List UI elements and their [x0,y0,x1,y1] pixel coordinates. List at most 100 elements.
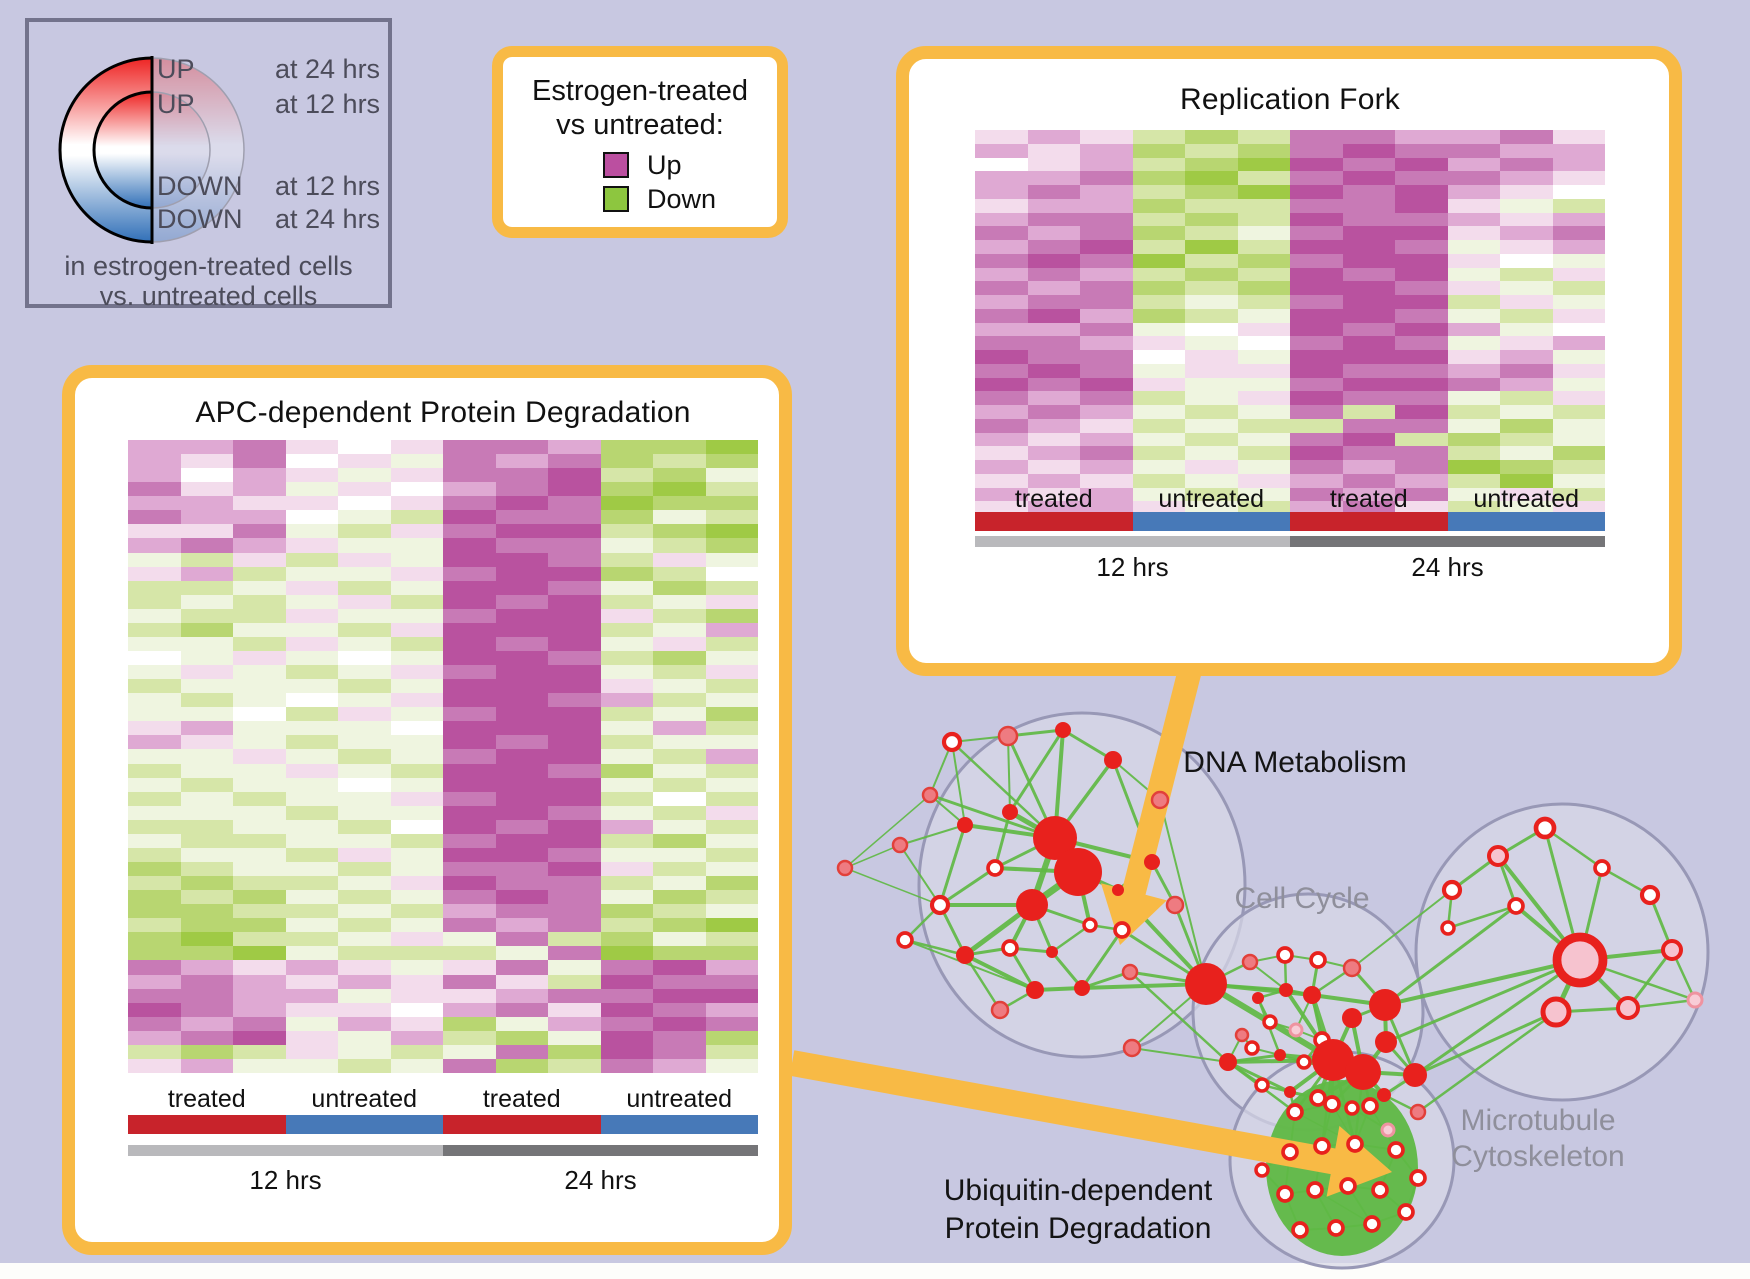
network-node-palepink [1288,1022,1304,1038]
rf-group-labels: treated untreated treated untreated [975,485,1605,515]
rf-group-treated-12: treated [1014,485,1093,513]
down-12-time: at 12 hrs [275,171,381,201]
rf-condition-bar [975,512,1605,531]
rf-group-untreated-24: untreated [1473,485,1580,513]
updown-legend-circle [58,56,245,244]
replication-fork-panel: Replication Fork treated untreated treat… [896,46,1682,676]
network-edge [1007,735,1011,813]
network-node-ring [1507,897,1525,915]
network-node-ring [929,894,951,916]
network-node-salmon [1234,1027,1250,1043]
network-node-ring [1244,1040,1260,1056]
network-edge [1080,928,1124,990]
apc-title: APC-dependent Protein Degradation [195,396,691,429]
network-node-salmon [1241,953,1259,971]
up-swatch [603,152,629,178]
network-node-ring [1309,951,1327,969]
network-node-salmon [891,836,909,854]
network-edge [1351,889,1453,969]
network-node-solid [1055,722,1071,738]
rf-group-untreated-12: untreated [1158,485,1265,513]
network-node-solid [1002,804,1018,820]
network-node-solid [1342,1008,1362,1028]
network-edge [1384,958,1582,1044]
network-node-ring [1533,816,1557,840]
network-label-dna-metabolism: DNA Metabolism [1183,746,1406,779]
network-edge [963,953,1002,1012]
network-node-ring [1309,1089,1327,1107]
network-edge [938,866,997,907]
bottom-strip [0,1263,1750,1279]
legend-caption-line2: vs. untreated cells [99,281,318,311]
network-node-ring [1082,917,1098,933]
replication-fork-title: Replication Fork [1180,83,1400,116]
rf-time-labels: 12 hrs 24 hrs [975,552,1605,586]
network-node-solid [1284,1086,1296,1098]
network-node-ring [1001,939,1019,957]
network-node-ring [1306,1181,1324,1199]
network-edge [1543,826,1604,870]
network-node-ring [1441,879,1463,901]
network-node-ring [1296,1054,1312,1070]
network-node-ring [941,731,963,753]
network-node-ringpink [1540,996,1572,1028]
apc-time-24hrs: 24 hrs [564,1165,637,1195]
network-edge [938,823,967,907]
apc-heatmap [128,440,758,1073]
network-edge [899,824,966,846]
network-node-salmon [1121,963,1139,981]
network-node-ringpink [1616,996,1640,1020]
network-edge [993,810,1012,870]
network-node-solid [1185,963,1227,1005]
network-edge [844,794,931,869]
network-edge [950,740,1057,840]
up-24-time: at 24 hrs [275,54,381,84]
network-node-ring [1409,1169,1427,1187]
network-node-solid [1279,983,1293,997]
up-12-label: UP [157,89,195,119]
up-12-time: at 12 hrs [275,89,381,119]
down-12-label: DOWN [157,171,243,201]
network-node-solid [1144,854,1160,870]
network-node-ring [1113,921,1131,939]
network-node-solid [1104,751,1122,769]
network-edge [928,793,1057,840]
network-node-salmon [1122,1038,1142,1058]
network-node-solid [956,946,974,964]
network-node-ring [1327,1219,1345,1237]
network-node-solid [1375,1031,1397,1053]
network-node-palepink [1686,991,1704,1009]
network-label-ubiquitin-line1: Ubiquitin-dependent [944,1174,1213,1207]
down-24-label: DOWN [157,204,243,234]
network-edge [1226,1060,1292,1094]
network-node-ring [1276,946,1294,964]
network-node-ring [1361,1097,1379,1115]
network-node-ring [1323,1095,1341,1113]
apc-group-untreated-24: untreated [626,1085,733,1113]
network-node-ring [1254,1162,1270,1178]
estrogen-legend-box: Estrogen-treated vs untreated: Up Down [492,46,788,238]
network-node-salmon [1409,1103,1427,1121]
apc-time-bar [128,1145,758,1156]
network-node-ring [1371,1181,1389,1199]
network-node-salmon [990,1000,1010,1020]
network-node-ring [1440,920,1456,936]
network-node-ring [1286,1103,1304,1121]
network-node-ring [1281,1143,1299,1161]
down-swatch [603,186,629,212]
legend-caption-line1: in estrogen-treated cells [64,251,353,281]
network-edge [1413,1010,1558,1077]
network-node-ringpink [1552,932,1608,988]
apc-condition-bar [128,1115,758,1134]
network-node-salmon [1165,895,1185,915]
network-label-cell-cycle: Cell Cycle [1234,882,1369,915]
network-edge [1128,970,1230,1064]
network-node-solid [1074,980,1090,996]
network-edge [1626,948,1674,1010]
network-node-salmon [836,859,854,877]
network-node-solid [957,817,973,833]
network-node-salmon [921,786,939,804]
apc-group-labels: treated untreated treated untreated [128,1085,758,1115]
apc-time-12hrs: 12 hrs [249,1165,322,1195]
apc-time-labels: 12 hrs 24 hrs [128,1165,758,1199]
